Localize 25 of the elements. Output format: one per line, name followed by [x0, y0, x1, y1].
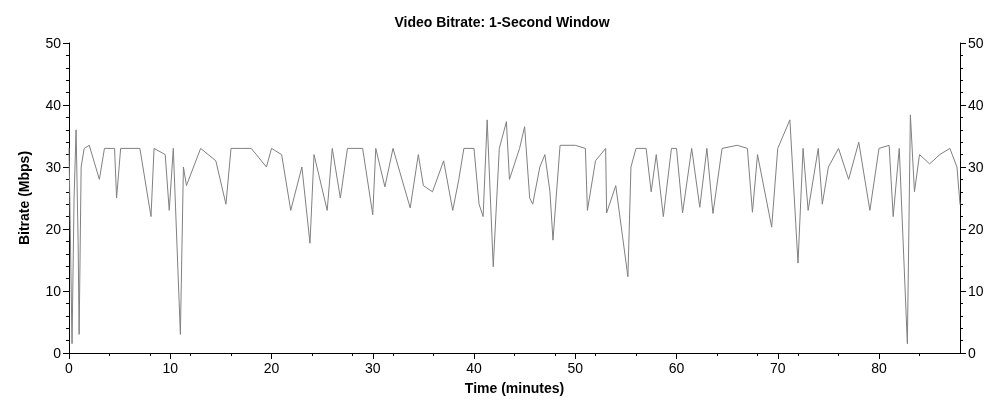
x-tick-label: 50 — [567, 360, 584, 376]
x-tick-label: 0 — [65, 360, 74, 376]
y-axis-title: Bitrate (Mbps) — [16, 150, 32, 246]
y2-tick-label: 50 — [968, 35, 984, 51]
y-tick-label: 30 — [45, 159, 62, 175]
x-tick-label: 10 — [162, 360, 179, 376]
y-tick-label: 50 — [45, 35, 62, 51]
y2-tick-label: 20 — [968, 221, 984, 237]
x-tick-label: 30 — [364, 360, 381, 376]
y-tick-label: 0 — [53, 345, 62, 361]
chart-title: Video Bitrate: 1-Second Window — [394, 14, 610, 30]
x-tick-label: 70 — [769, 360, 786, 376]
line-series — [68, 114, 961, 345]
y-tick-label: 40 — [45, 97, 62, 113]
y2-tick-label: 0 — [968, 345, 976, 361]
x-tick-label: 20 — [263, 360, 280, 376]
y2-tick-label: 10 — [968, 283, 984, 299]
x-tick-label: 80 — [871, 360, 887, 376]
y-tick-label: 10 — [45, 283, 62, 299]
y2-tick-label: 40 — [968, 97, 984, 113]
x-axis-title: Time (minutes) — [464, 380, 565, 396]
x-tick-label: 40 — [466, 360, 482, 376]
x-tick-label: 60 — [668, 360, 685, 376]
y2-tick-label: 30 — [968, 159, 984, 175]
y-tick-label: 20 — [45, 221, 62, 237]
